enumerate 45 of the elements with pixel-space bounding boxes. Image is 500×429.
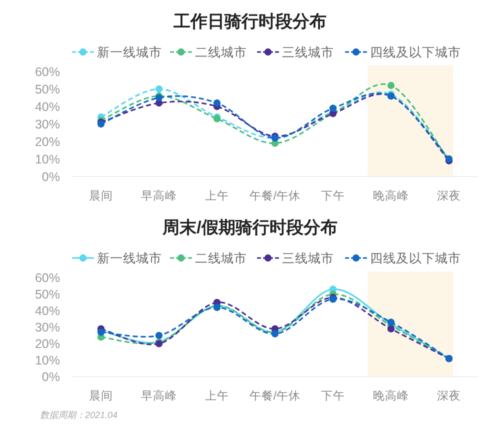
point <box>387 82 395 90</box>
legend-label: 三线城市 <box>282 46 334 60</box>
y-tick-label: 10% <box>34 152 60 166</box>
x-tick-label: 下午 <box>321 190 345 202</box>
legend-label: 二线城市 <box>195 46 247 60</box>
y-tick-label: 10% <box>34 354 60 368</box>
legend-label: 三线城市 <box>282 252 334 266</box>
x-tick-label: 午餐/午休 <box>249 390 301 403</box>
y-tick-label: 40% <box>34 304 60 318</box>
y-tick-label: 40% <box>34 100 60 114</box>
x-tick-label: 上午 <box>205 390 229 403</box>
chart-title: 工作日骑行时段分布 <box>172 12 326 31</box>
y-tick-label: 0% <box>42 370 60 384</box>
legend-label: 二线城市 <box>195 252 247 266</box>
y-tick-label: 30% <box>34 118 60 132</box>
legend-label: 四线及以下城市 <box>370 46 461 60</box>
legend-label: 新一线城市 <box>97 46 162 60</box>
legend-label: 新一线城市 <box>97 252 162 266</box>
chart-title: 周末/假期骑行时段分布 <box>162 218 338 237</box>
x-tick-label: 深夜 <box>437 188 461 202</box>
y-tick-label: 50% <box>34 82 60 96</box>
point <box>155 332 163 340</box>
point <box>213 99 221 107</box>
x-tick-label: 午餐/午休 <box>249 190 301 202</box>
x-tick-label: 晚高峰 <box>373 388 409 403</box>
y-tick-label: 20% <box>34 337 60 352</box>
x-tick-label: 早高峰 <box>141 188 177 202</box>
x-tick-label: 晨间 <box>89 190 113 202</box>
x-tick-label: 早高峰 <box>141 388 177 403</box>
x-tick-label: 上午 <box>205 190 229 202</box>
legend-label: 四线及以下城市 <box>370 252 461 266</box>
y-tick-label: 60% <box>34 271 60 286</box>
text: 数据周期：2021.04 <box>40 410 118 420</box>
y-tick-label: 0% <box>42 170 60 184</box>
x-tick-label: 晨间 <box>89 390 113 403</box>
y-tick-label: 50% <box>34 288 60 302</box>
x-tick-label: 晚高峰 <box>373 188 409 202</box>
point <box>329 104 337 112</box>
point <box>155 85 163 93</box>
x-tick-label: 下午 <box>321 390 345 403</box>
y-tick-label: 20% <box>34 135 60 149</box>
x-tick-label: 深夜 <box>437 388 461 403</box>
y-tick-label: 30% <box>34 320 60 335</box>
point <box>387 325 395 332</box>
y-tick-label: 60% <box>34 65 60 79</box>
